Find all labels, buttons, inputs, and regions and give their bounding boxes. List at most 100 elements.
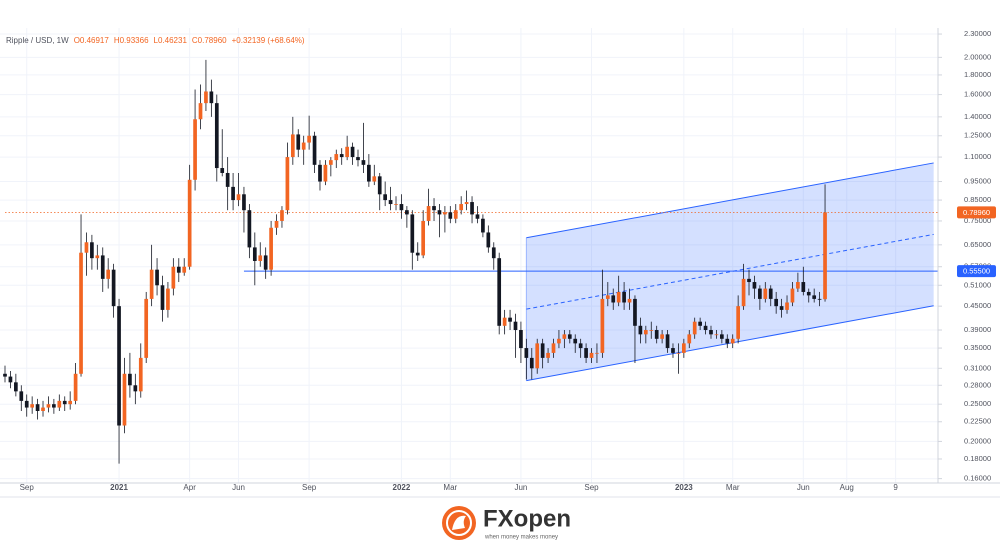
- candle-body: [622, 291, 626, 303]
- candle-body: [681, 343, 686, 353]
- candle-body: [595, 352, 599, 354]
- candle-body: [46, 404, 51, 408]
- candle-body: [692, 321, 697, 335]
- candle-body: [535, 343, 540, 369]
- candle-body: [605, 295, 610, 299]
- candle-body: [481, 218, 485, 233]
- x-tick-label: Jun: [797, 483, 810, 492]
- x-tick-label: Jun: [232, 483, 245, 492]
- candle-body: [8, 376, 13, 383]
- candle-body: [497, 258, 502, 326]
- candle-body: [627, 298, 632, 303]
- candle-body: [730, 338, 735, 344]
- candle-body: [790, 288, 795, 303]
- y-tick-label: 0.35000: [964, 343, 991, 352]
- candle-body: [567, 334, 572, 339]
- y-tick-label: 1.60000: [964, 90, 991, 99]
- candle-body: [323, 164, 328, 182]
- candle-body: [415, 252, 420, 256]
- candle-body: [774, 298, 779, 307]
- candle-body: [725, 338, 730, 344]
- price-label: 0.78960: [963, 208, 990, 217]
- candle-body: [524, 348, 529, 358]
- x-tick-label: Mar: [443, 483, 457, 492]
- candle-body: [551, 343, 556, 353]
- candle-body: [138, 357, 143, 392]
- candle-body: [812, 295, 817, 299]
- x-tick-label: Jun: [514, 483, 527, 492]
- candle-body: [220, 168, 225, 173]
- price-label-box: [957, 265, 996, 278]
- candle-body: [328, 160, 333, 165]
- candle-body: [806, 291, 811, 296]
- candle-body: [274, 220, 279, 228]
- candle-body: [763, 288, 768, 299]
- candle-body: [796, 282, 800, 289]
- candle-body: [768, 288, 773, 299]
- candle-body: [285, 157, 290, 211]
- header-field: O0.46917: [74, 36, 110, 45]
- candle-body: [758, 288, 762, 299]
- candle-body: [437, 210, 442, 215]
- candle-body: [361, 160, 366, 165]
- candle-body: [405, 210, 409, 215]
- price-label: 0.55500: [963, 267, 990, 276]
- candle-body: [149, 269, 154, 299]
- candle-body: [258, 255, 263, 261]
- candle-body: [90, 242, 94, 259]
- candle-body: [633, 298, 637, 326]
- candle-body: [52, 404, 56, 408]
- y-tick-label: 0.65000: [964, 240, 991, 249]
- channel-median: [526, 233, 934, 310]
- candle-body: [736, 306, 740, 339]
- candle-body: [714, 334, 719, 336]
- candle-body: [513, 321, 518, 331]
- y-tick-label: 0.39000: [964, 325, 991, 334]
- candle-body: [589, 352, 594, 358]
- candle-body: [671, 348, 675, 353]
- candle-body: [117, 306, 121, 426]
- candle-body: [356, 157, 360, 161]
- candle-body: [540, 343, 545, 358]
- y-tick-label: 1.25000: [964, 131, 991, 140]
- candle-body: [470, 202, 474, 215]
- candle-body: [209, 91, 214, 104]
- candle-body: [600, 298, 605, 353]
- candle-body: [187, 179, 192, 267]
- header-field: L0.46231: [154, 36, 188, 45]
- channel-lower: [526, 305, 934, 382]
- candle-body: [557, 338, 561, 344]
- candle-body: [231, 186, 235, 201]
- candle-body: [111, 269, 116, 307]
- candle-body: [68, 400, 73, 405]
- candle-body: [95, 255, 100, 259]
- candle-body: [747, 278, 751, 283]
- candle-body: [225, 172, 230, 187]
- candle-body: [459, 204, 464, 211]
- candle-body: [410, 214, 415, 253]
- y-tick-label: 2.30000: [964, 29, 991, 38]
- candle-body: [453, 210, 458, 219]
- y-tick-label: 0.75000: [964, 216, 991, 225]
- x-tick-label: Sep: [302, 483, 317, 492]
- candle-body: [584, 348, 588, 358]
- y-tick-label: 0.22500: [964, 417, 991, 426]
- channel-upper: [526, 162, 934, 239]
- candle-body: [529, 357, 534, 369]
- candle-body: [79, 252, 83, 374]
- y-tick-label: 0.16000: [964, 474, 991, 483]
- candle-body: [176, 266, 181, 273]
- candle-body: [280, 210, 284, 221]
- logo-emblem-ring: [446, 510, 472, 536]
- candle-body: [703, 325, 708, 331]
- candle-body: [350, 146, 355, 158]
- candle-body: [14, 382, 18, 392]
- candle-body: [383, 194, 387, 201]
- candle-body: [166, 288, 170, 310]
- candle-body: [106, 269, 111, 279]
- candle-body: [638, 325, 643, 335]
- candle-body: [144, 298, 149, 358]
- candle-body: [432, 206, 436, 211]
- y-tick-label: 1.80000: [964, 70, 991, 79]
